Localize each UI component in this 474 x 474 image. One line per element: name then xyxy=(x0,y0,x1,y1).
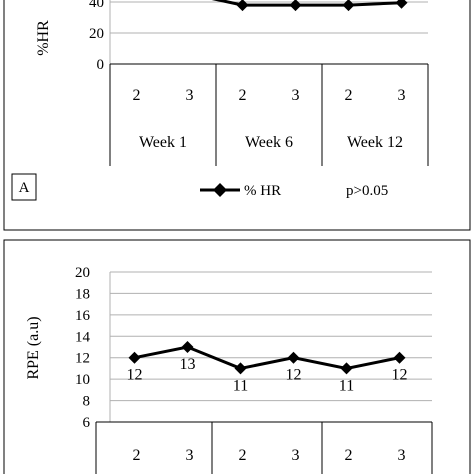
panel-b-y-tick: 20 xyxy=(75,265,90,281)
panel-b-data-label: 11 xyxy=(339,377,354,394)
panel-b-gridlines xyxy=(109,271,432,423)
panel-b-series-line xyxy=(134,345,400,370)
panel-b-session-label: 2 xyxy=(239,447,247,464)
panel-b-data-label: 13 xyxy=(180,356,196,373)
panel-b-point xyxy=(287,351,300,364)
panel-b-session-label: 2 xyxy=(133,447,141,464)
panel-a-y-tick: 0 xyxy=(97,57,105,73)
panel-b-frame xyxy=(3,239,471,474)
panel-b-data-label: 12 xyxy=(127,367,143,384)
panel-b-y-tick: 16 xyxy=(75,308,91,324)
panel-b-y-axis-title: RPE (a.u) xyxy=(25,316,42,379)
panel-a-point xyxy=(289,0,302,12)
panel-b-point xyxy=(393,351,406,364)
panel-b-data-label: 12 xyxy=(286,367,302,384)
panel-b-point xyxy=(128,351,141,364)
panel-a: %HR 0 20 40 2 3 2 3 2 3 Week 1 Week 6 Week 12 A %… xyxy=(3,0,471,231)
panel-b-session-labels: 2 3 2 3 2 3 xyxy=(133,447,406,464)
panel-b-session-label: 3 xyxy=(398,447,406,464)
panel-b-y-tick: 6 xyxy=(83,415,91,431)
legend-marker xyxy=(213,183,227,197)
panel-a-week-label: Week 1 xyxy=(139,134,187,151)
panel-a-session-label: 3 xyxy=(398,87,406,104)
panel-a-point xyxy=(395,0,408,9)
panel-a-label: A xyxy=(19,180,30,196)
panel-b-y-tick: 14 xyxy=(75,329,91,345)
panel-b-y-tick-labels: 6 8 10 12 14 16 18 20 xyxy=(75,265,91,431)
panel-a-y-tick: 20 xyxy=(89,26,104,42)
panel-b-y-tick: 18 xyxy=(75,286,90,302)
panel-a-session-label: 3 xyxy=(186,87,194,104)
panel-a-y-axis-title: %HR xyxy=(35,20,52,56)
panel-b-y-tick: 8 xyxy=(83,394,91,410)
panel-a-category-table xyxy=(109,63,429,166)
legend-entry: % HR xyxy=(244,183,281,199)
panel-b-point xyxy=(181,341,194,353)
panel-a-session-label: 2 xyxy=(345,87,353,104)
panel-a-week-label: Week 6 xyxy=(245,134,293,151)
panel-b-series xyxy=(128,341,406,375)
panel-a-label-box xyxy=(11,173,37,201)
panel-a-week-label: Week 12 xyxy=(347,134,403,151)
panel-a-point xyxy=(236,0,249,12)
panel-a-session-labels: 2 3 2 3 2 3 xyxy=(133,87,406,104)
panel-a-session-label: 3 xyxy=(292,87,300,104)
panel-a-legend: % HR xyxy=(200,183,281,199)
panel-b-data-labels: 12 13 11 12 11 12 xyxy=(127,356,408,394)
panel-a-y-tick: 40 xyxy=(89,0,104,11)
panel-a-frame xyxy=(3,0,471,231)
panel-b-session-label: 3 xyxy=(292,447,300,464)
panel-a-gridlines xyxy=(109,0,428,65)
panel-b-session-label: 3 xyxy=(186,447,194,464)
panel-b-point xyxy=(234,362,247,375)
panel-b-point xyxy=(340,362,353,375)
panel-b-y-tick: 10 xyxy=(75,372,90,388)
panel-a-series xyxy=(211,0,408,12)
panel-a-session-label: 2 xyxy=(239,87,247,104)
panel-a-session-label: 2 xyxy=(133,87,141,104)
panel-b-category-table xyxy=(95,421,433,474)
panel-b-data-label: 12 xyxy=(392,367,408,384)
panel-b-y-tick: 12 xyxy=(75,351,90,367)
panel-a-point xyxy=(342,0,355,12)
panel-a-annotation: p>0.05 xyxy=(346,183,388,199)
panel-b-data-label: 11 xyxy=(233,377,248,394)
panel-a-y-tick-labels: 0 20 40 xyxy=(89,0,104,73)
panel-a-week-labels: Week 1 Week 6 Week 12 xyxy=(139,134,403,151)
panel-b-session-label: 2 xyxy=(345,447,353,464)
